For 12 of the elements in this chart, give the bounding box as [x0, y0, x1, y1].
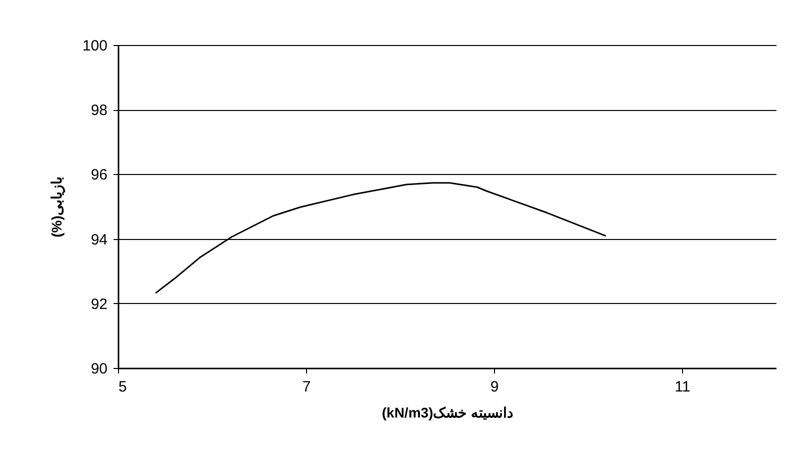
x-tick-label: 11 — [674, 378, 690, 396]
x-tick-label: 9 — [490, 378, 499, 396]
y-tick-label: 96 — [90, 166, 108, 184]
x-tick-label: 5 — [118, 378, 127, 396]
x-axis-title: (kN/m3)دانسیته خشک — [382, 404, 514, 420]
x-tick-label: 7 — [302, 378, 311, 396]
y-axis-title: (%)بازیابی — [48, 176, 66, 238]
y-tick-label: 92 — [90, 296, 108, 313]
y-tick-label: 90 — [90, 360, 108, 378]
y-tick-label: 100 — [82, 38, 108, 54]
y-tick-label: 98 — [90, 102, 108, 120]
y-tick-label: 94 — [90, 231, 108, 248]
